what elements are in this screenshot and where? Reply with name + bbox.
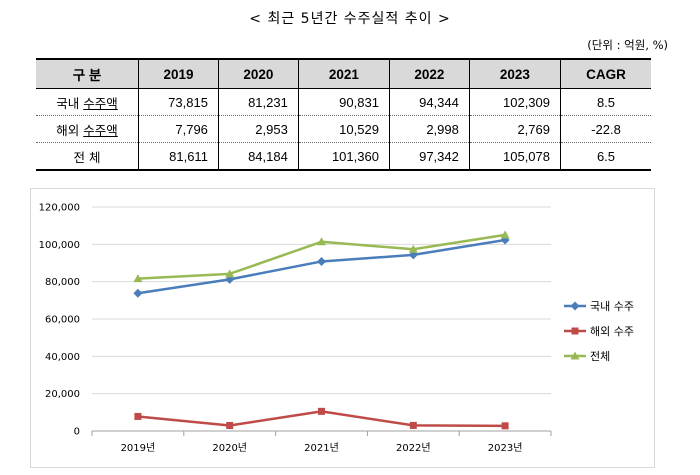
table-cell: 105,078 bbox=[468, 142, 562, 171]
legend-label: 국내 수주 bbox=[590, 300, 634, 313]
legend-label: 전체 bbox=[590, 350, 610, 363]
header-category: 구 분 bbox=[36, 58, 139, 89]
table-cell: 81,231 bbox=[217, 88, 299, 116]
x-tick-label: 2022년 bbox=[396, 442, 431, 454]
table-cell: 2,953 bbox=[217, 115, 299, 143]
series-line-1 bbox=[137, 238, 506, 295]
x-tick-label: 2021년 bbox=[304, 442, 339, 454]
row-label-underlined: 수주액 bbox=[83, 95, 118, 111]
x-tick-label: 2020년 bbox=[212, 442, 247, 454]
data-point bbox=[225, 269, 235, 278]
header-2020: 2020 bbox=[217, 58, 299, 89]
data-point bbox=[500, 235, 510, 245]
header-2022: 2022 bbox=[388, 58, 470, 89]
y-tick-label: 20,000 bbox=[45, 389, 80, 400]
row-label-underlined: 수주액 bbox=[83, 122, 118, 138]
table-cell: 6.5 bbox=[560, 142, 651, 171]
legend-marker bbox=[571, 327, 579, 335]
data-point bbox=[501, 422, 509, 430]
header-2023: 2023 bbox=[468, 58, 562, 89]
row-label: 국내 수주액 bbox=[36, 88, 139, 116]
row-label: 해외 수주액 bbox=[36, 115, 139, 143]
row-label-prefix: 해외 bbox=[56, 122, 84, 138]
row-label: 전 체 bbox=[36, 142, 139, 171]
table-cell: 8.5 bbox=[560, 88, 651, 116]
data-point bbox=[408, 244, 418, 253]
y-tick-label: 60,000 bbox=[45, 315, 80, 326]
table-cell: 7,796 bbox=[138, 115, 219, 143]
legend-marker bbox=[570, 301, 580, 311]
table-header-row: 구 분 2019 2020 2021 2022 2023 CAGR bbox=[36, 58, 651, 89]
table-cell: 97,342 bbox=[388, 142, 470, 171]
table-cell: 2,998 bbox=[388, 115, 470, 143]
y-tick-label: 80,000 bbox=[45, 277, 80, 288]
table-cell: 101,360 bbox=[297, 142, 390, 171]
header-2019: 2019 bbox=[138, 58, 219, 89]
table-cell: -22.8 bbox=[560, 115, 651, 143]
data-point bbox=[318, 407, 325, 415]
table-cell: 73,815 bbox=[138, 88, 219, 116]
table-cell: 90,831 bbox=[297, 88, 390, 116]
data-point bbox=[317, 237, 326, 246]
x-tick-label: 2023년 bbox=[488, 442, 523, 454]
results-table: 구 분 2019 2020 2021 2022 2023 CAGR 국내 수주액… bbox=[36, 58, 651, 171]
header-cagr: CAGR bbox=[560, 58, 651, 89]
line-chart: 0 20,000 40,000 60,000 80,000 100,000 120,000 2… bbox=[39, 203, 634, 455]
table-cell: 2,769 bbox=[468, 115, 562, 143]
table-row: 전 체 81,611 84,184 101,360 97,342 105,078… bbox=[36, 142, 651, 171]
legend-marker bbox=[570, 351, 580, 360]
table-cell: 81,611 bbox=[138, 142, 219, 171]
y-tick-label: 120,000 bbox=[39, 203, 80, 214]
y-tick-label: 100,000 bbox=[39, 240, 80, 251]
x-tick-label: 2019년 bbox=[121, 442, 156, 454]
table-row: 해외 수주액 7,796 2,953 10,529 2,998 2,769 -2… bbox=[36, 115, 651, 143]
data-point bbox=[133, 288, 143, 298]
page-title: < 최근 5년간 수주실적 추이 > bbox=[249, 11, 451, 27]
line-chart-frame: 0 20,000 40,000 60,000 80,000 100,000 120,000 2… bbox=[30, 188, 655, 468]
legend-label: 해외 수주 bbox=[590, 324, 634, 338]
table-row: 국내 수주액 73,815 81,231 90,831 94,344 102,3… bbox=[36, 88, 651, 116]
table-cell: 94,344 bbox=[388, 88, 470, 116]
table-cell: 10,529 bbox=[297, 115, 390, 143]
row-label-prefix: 국내 bbox=[56, 95, 84, 111]
data-point bbox=[133, 274, 143, 283]
data-point bbox=[134, 412, 142, 420]
header-2021: 2021 bbox=[297, 58, 390, 89]
table-cell: 84,184 bbox=[217, 142, 299, 171]
data-point bbox=[226, 421, 234, 429]
table-cell: 102,309 bbox=[468, 88, 562, 116]
data-point bbox=[409, 421, 417, 429]
row-label-prefix: 전 체 bbox=[73, 149, 101, 165]
data-point bbox=[500, 230, 510, 239]
y-tick-label: 40,000 bbox=[45, 352, 80, 363]
unit-note: (단위 : 억원, %) bbox=[587, 38, 668, 52]
data-point bbox=[317, 256, 326, 266]
y-tick-label: 0 bbox=[74, 427, 80, 438]
